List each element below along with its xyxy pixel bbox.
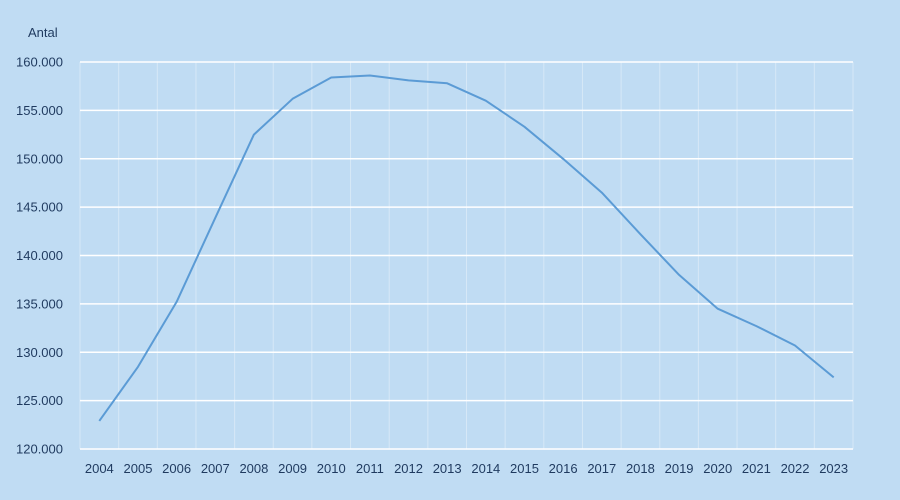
x-tick-label: 2023 (819, 461, 848, 476)
data-point (793, 343, 797, 347)
x-tick-label: 2017 (587, 461, 616, 476)
y-axis-label: Antal (28, 25, 58, 40)
x-tick-label: 2014 (471, 461, 500, 476)
series-line (98, 74, 835, 422)
x-tick-label: 2004 (85, 461, 114, 476)
y-tick-label: 155.000 (16, 103, 63, 118)
y-tick-label: 150.000 (16, 151, 63, 166)
data-point (368, 74, 372, 78)
y-tick-label: 135.000 (16, 296, 63, 311)
x-tick-label: 2005 (124, 461, 153, 476)
data-point (522, 125, 526, 129)
data-point (832, 375, 836, 379)
x-tick-label: 2007 (201, 461, 230, 476)
x-tick-label: 2012 (394, 461, 423, 476)
x-tick-label: 2010 (317, 461, 346, 476)
x-tick-label: 2018 (626, 461, 655, 476)
series-layer (97, 74, 836, 423)
x-tick-label: 2009 (278, 461, 307, 476)
data-point (484, 99, 488, 103)
x-axis-ticks: 2004 2005 2006 2007 2008 2009 2010 2011 2012 2013… (85, 461, 848, 476)
data-point (213, 216, 217, 220)
data-point (252, 133, 256, 137)
y-tick-label: 125.000 (16, 393, 63, 408)
data-point (329, 75, 333, 79)
y-tick-label: 140.000 (16, 248, 63, 263)
data-point (97, 419, 101, 423)
y-tick-label: 160.000 (16, 55, 63, 70)
gridlines (79, 61, 854, 450)
y-tick-label: 130.000 (16, 345, 63, 360)
x-tick-label: 2006 (162, 461, 191, 476)
x-tick-label: 2008 (239, 461, 268, 476)
data-point (561, 157, 565, 161)
x-tick-label: 2016 (549, 461, 578, 476)
x-tick-label: 2011 (356, 461, 384, 476)
x-tick-label: 2020 (703, 461, 732, 476)
x-tick-label: 2013 (433, 461, 462, 476)
x-tick-label: 2021 (742, 461, 771, 476)
data-point (754, 324, 758, 328)
data-point (716, 307, 720, 311)
y-tick-label: 120.000 (16, 442, 63, 457)
data-point (291, 97, 295, 101)
data-point (136, 365, 140, 369)
data-point (445, 81, 449, 85)
data-point (638, 232, 642, 236)
y-axis-ticks: 120.000 125.000 130.000 135.000 140.000 145.0… (16, 55, 63, 457)
x-tick-label: 2019 (665, 461, 694, 476)
data-point (600, 191, 604, 195)
data-point (407, 78, 411, 82)
y-tick-label: 145.000 (16, 200, 63, 215)
data-point (175, 300, 179, 304)
x-tick-label: 2015 (510, 461, 539, 476)
data-point (677, 273, 681, 277)
x-tick-label: 2022 (781, 461, 810, 476)
